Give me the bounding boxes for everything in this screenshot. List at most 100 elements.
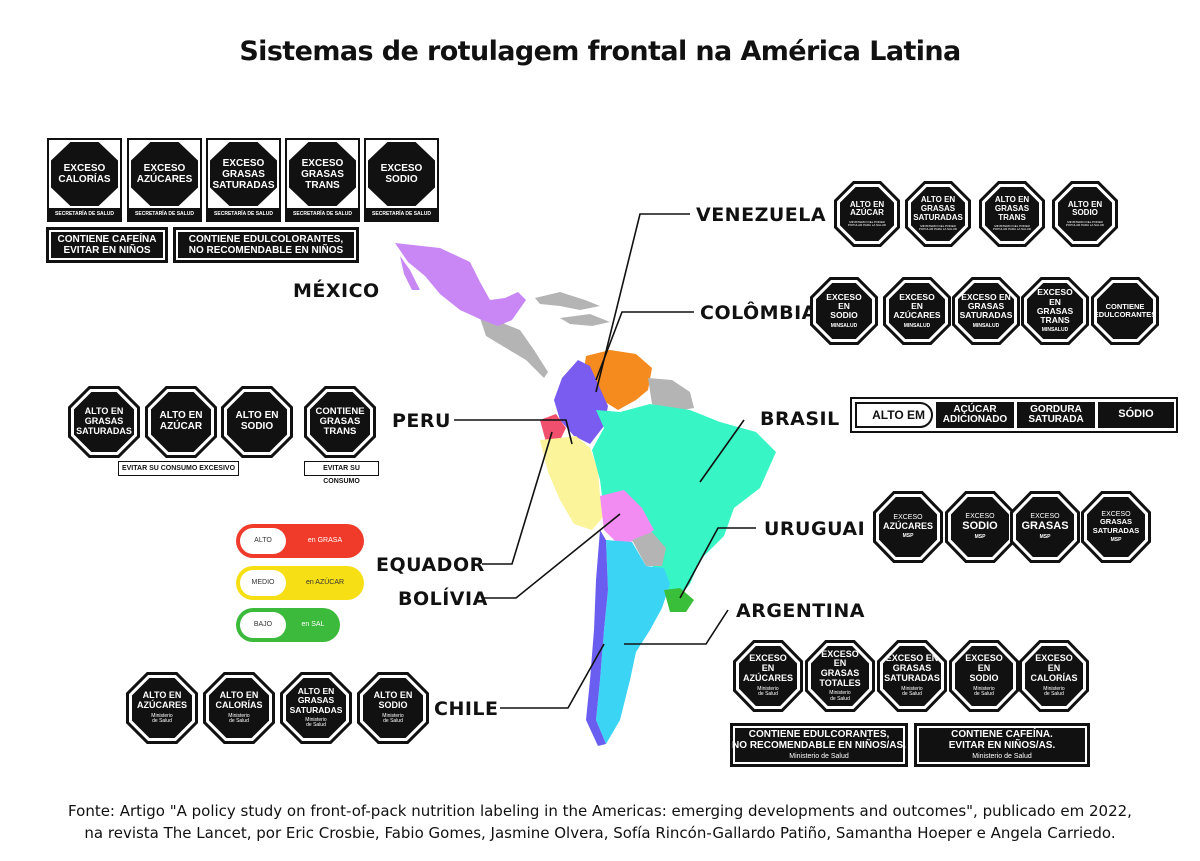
- seal-authority: Ministerio de Salud: [1043, 685, 1065, 698]
- seal-text: ALTO EN CALORÍAS: [215, 690, 263, 710]
- map-region-paraguay: [632, 532, 666, 566]
- seal-text: ALTO EN AZÚCAR: [849, 199, 885, 218]
- seal-text: ALTO EN GRASAS TRANS: [994, 195, 1030, 222]
- seal-text: EXCESO EN GRASAS TRANS: [1036, 287, 1074, 325]
- source-footer: Fonte: Artigo "A policy study on front-o…: [0, 800, 1200, 844]
- seal-text: ALTO EN GRASAS SATURADAS: [289, 686, 343, 715]
- warning-text: CONTIENE CAFEÍNA. EVITAR EN NIÑOS/AS.: [948, 728, 1056, 752]
- mexico-seal: EXCESO GRASAS TRANS SECRETARÍA DE SALUD: [285, 138, 360, 222]
- colombia-seal: EXCESO EN AZÚCARES MINSALUD: [883, 277, 951, 345]
- peru-note: EVITAR SU CONSUMO: [304, 461, 379, 485]
- label-colombia: COLÔMBIA: [700, 302, 817, 324]
- seal-authority: MINSALUD: [830, 322, 858, 329]
- peru-seal: ALTO EN SODIO: [221, 386, 293, 458]
- seal-text: ALTO EN AZÚCAR: [159, 410, 203, 432]
- leader-venezuela: [595, 213, 690, 393]
- map-region-bolivia: [600, 490, 654, 544]
- seal-authority: Ministerio de Salud: [829, 690, 851, 702]
- seal-authority: SECRETARÍA DE SALUD: [366, 208, 437, 220]
- argentina-seal: EXCESO EN GRASAS TOTALES Ministerio de S…: [805, 640, 875, 712]
- leader-uruguai: [679, 527, 756, 599]
- seal-text: ALTO EN GRASAS SATURADAS: [76, 406, 132, 436]
- chile-seal: ALTO EN GRASAS SATURADAS Ministerio de S…: [280, 672, 352, 744]
- seal-authority: MINSALUD: [1041, 327, 1069, 334]
- seal-authority: MSP: [1039, 534, 1051, 541]
- map-region-chile: [586, 530, 608, 746]
- brasil-item: AÇÚCAR ADICIONADO: [936, 402, 1014, 428]
- seal-authority: MINISTERIO DEL PODER POPULAR PARA LA SAL…: [847, 219, 887, 228]
- chile-seal: ALTO EN AZÚCARES Ministerio de Salud: [126, 672, 198, 744]
- seal-text: EXCESO EN GRASAS SATURADAS: [884, 653, 940, 683]
- map-region-ecuador: [540, 414, 566, 442]
- mexico-seal: EXCESO AZÚCARES SECRETARÍA DE SALUD: [127, 138, 202, 222]
- equador-nutrient: en AZÚCAR: [305, 579, 345, 586]
- seal-text: AZÚCARES: [883, 520, 934, 531]
- seal-authority: SECRETARÍA DE SALUD: [208, 208, 279, 220]
- seal-authority: MSP: [1110, 536, 1122, 543]
- colombia-seal: EXCESO EN SODIO MINSALUD: [810, 277, 878, 345]
- leader-bolivia: [484, 513, 621, 599]
- brasil-label-bar: ALTO EM AÇÚCAR ADICIONADO GORDURA SATURA…: [850, 397, 1178, 433]
- colombia-seal: CONTIENE EDULCORANTES: [1091, 277, 1159, 345]
- venezuela-seal: ALTO EN GRASAS TRANS MINISTERIO DEL PODE…: [979, 181, 1045, 247]
- mexico-seal: EXCESO GRASAS SATURADAS SECRETARÍA DE SA…: [206, 138, 281, 222]
- seal-text: ALTO EN SODIO: [373, 690, 413, 710]
- map-region-caribbean-2: [560, 314, 610, 326]
- seal-text: GRASAS: [1021, 519, 1069, 532]
- seal-authority: SECRETARÍA DE SALUD: [49, 208, 120, 220]
- label-chile: CHILE: [434, 698, 499, 720]
- seal-authority: Ministerio de Salud: [151, 712, 173, 725]
- label-equador: EQUADOR: [376, 554, 485, 576]
- seal-text: GRASAS SATURADAS: [1092, 517, 1140, 535]
- uruguai-seal: EXCESO GRASAS SATURADAS MSP: [1081, 491, 1151, 563]
- seal-text: EXCESO CALORÍAS: [58, 163, 111, 185]
- map-region-argentina: [596, 540, 670, 744]
- map-region-peru: [540, 436, 604, 530]
- chile-seal: ALTO EN CALORÍAS Ministerio de Salud: [203, 672, 275, 744]
- seal-authority: Ministerio de Salud: [228, 712, 250, 725]
- warning-authority: Ministerio de Salud: [972, 752, 1032, 760]
- argentina-seal: EXCESO EN CALORÍAS Ministerio de Salud: [1019, 640, 1089, 712]
- colombia-seal: EXCESO EN GRASAS SATURADAS MINSALUD: [952, 277, 1020, 345]
- seal-text: EXCESO EN AZÚCARES: [743, 653, 794, 683]
- seal-text: ALTO EN SODIO: [1067, 199, 1103, 218]
- seal-authority: MSP: [902, 533, 914, 540]
- argentina-warning-caffeine: CONTIENE CAFEÍNA. EVITAR EN NIÑOS/AS. Mi…: [914, 723, 1090, 767]
- seal-text: CONTIENE EDULCORANTES: [1093, 301, 1157, 319]
- seal-text: EXCESO EN SODIO: [826, 291, 862, 321]
- equador-level: BAJO: [240, 612, 286, 638]
- map-region-caribbean: [535, 292, 600, 310]
- seal-authority: MINISTERIO DEL PODER POPULAR PARA LA SAL…: [1065, 219, 1105, 228]
- brasil-item: SÓDIO: [1098, 402, 1174, 428]
- uruguai-seal: EXCESO SODIO MSP: [945, 491, 1015, 563]
- equador-level: MEDIO: [240, 570, 286, 596]
- map-region-mexico: [395, 243, 526, 326]
- seal-authority: SECRETARÍA DE SALUD: [287, 208, 358, 220]
- leader-equador: [482, 431, 553, 565]
- seal-authority: MINSALUD: [972, 322, 1000, 329]
- seal-top: EXCESO: [965, 513, 995, 521]
- peru-seal: ALTO EN GRASAS SATURADAS: [68, 386, 140, 458]
- venezuela-seal: ALTO EN AZÚCAR MINISTERIO DEL PODER POPU…: [834, 181, 900, 247]
- seal-authority: Ministerio de Salud: [305, 716, 327, 729]
- brasil-alto-em: ALTO EM: [855, 402, 933, 428]
- label-argentina: ARGENTINA: [736, 600, 865, 622]
- venezuela-seal: ALTO EN SODIO MINISTERIO DEL PODER POPUL…: [1052, 181, 1118, 247]
- seal-text: ALTO EN SODIO: [235, 410, 279, 432]
- leader-colombia: [595, 311, 694, 381]
- label-bolivia: BOLÍVIA: [398, 588, 488, 610]
- seal-text: ALTO EN GRASAS SATURADAS: [913, 195, 963, 222]
- seal-authority: MINISTERIO DEL PODER POPULAR PARA LA SAL…: [918, 224, 958, 232]
- warning-text: CONTIENE EDULCORANTES, NO RECOMENDABLE E…: [732, 728, 906, 752]
- mexico-seal: EXCESO CALORÍAS SECRETARÍA DE SALUD: [47, 138, 122, 222]
- argentina-warning-sweeteners: CONTIENE EDULCORANTES, NO RECOMENDABLE E…: [730, 723, 908, 767]
- label-brasil: BRASIL: [760, 408, 840, 430]
- label-uruguai: URUGUAI: [764, 518, 866, 540]
- peru-seal: CONTIENE GRASAS TRANS: [304, 386, 376, 458]
- footer-line-1: Fonte: Artigo "A policy study on front-o…: [68, 802, 1132, 820]
- seal-text: EXCESO GRASAS TRANS: [301, 157, 344, 191]
- warning-authority: Ministerio de Salud: [789, 752, 849, 760]
- uruguai-seal: EXCESO AZÚCARES MSP: [873, 491, 943, 563]
- seal-authority: SECRETARÍA DE SALUD: [129, 208, 200, 220]
